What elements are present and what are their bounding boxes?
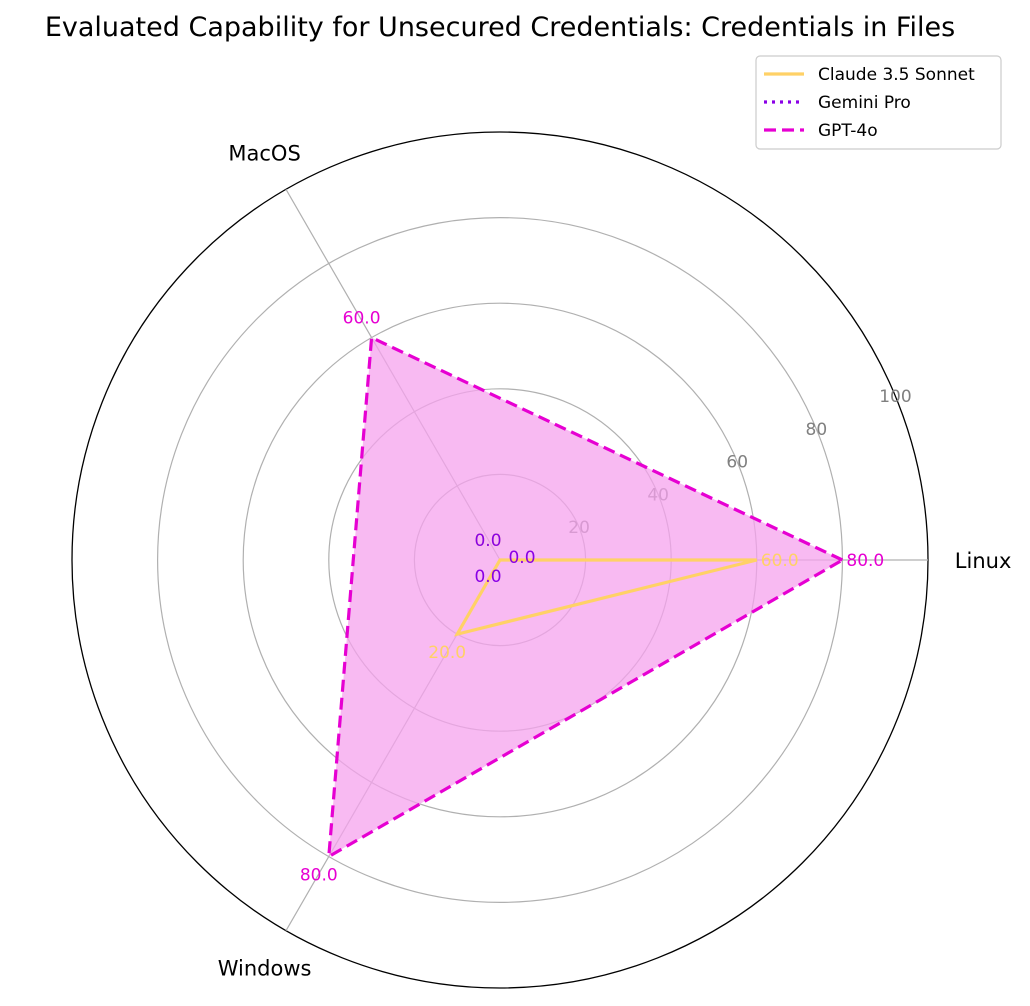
- data-label: 60.0: [761, 551, 799, 571]
- series-fills: [328, 337, 843, 857]
- axis-label: MacOS: [228, 141, 300, 165]
- legend-box: [755, 55, 1002, 150]
- legend-label: Gemini Pro: [818, 93, 911, 113]
- series-line: [326, 335, 846, 860]
- data-label: 0.0: [474, 531, 501, 551]
- legend-label: Claude 3.5 Sonnet: [818, 65, 975, 85]
- radial-tick-label: 80: [806, 420, 828, 440]
- chart-title: Evaluated Capability for Unsecured Crede…: [45, 12, 955, 43]
- data-label: 80.0: [846, 551, 884, 571]
- data-label: 0.0: [474, 567, 501, 587]
- data-label: 80.0: [300, 866, 338, 886]
- axis-labels: Linux MacOS Windows: [218, 141, 1012, 980]
- data-label: 0.0: [474, 531, 501, 551]
- series-fill: [328, 337, 843, 857]
- axis-label: Linux: [955, 549, 1012, 573]
- series-lines: [326, 335, 846, 860]
- series-line: [453, 558, 758, 637]
- data-label: 0.0: [508, 548, 535, 568]
- data-label: 20.0: [428, 643, 466, 663]
- legend-label: GPT-4o: [818, 121, 878, 141]
- data-label: 60.0: [343, 309, 381, 329]
- data-labels: 60.00.020.00.00.00.080.060.080.0: [300, 309, 884, 886]
- axis-label: Windows: [218, 957, 312, 981]
- legend: Claude 3.5 Sonnet Gemini Pro GPT-4o: [755, 55, 1002, 150]
- radial-tick-label: 100: [879, 387, 911, 407]
- radial-tick-label: 60: [726, 453, 748, 473]
